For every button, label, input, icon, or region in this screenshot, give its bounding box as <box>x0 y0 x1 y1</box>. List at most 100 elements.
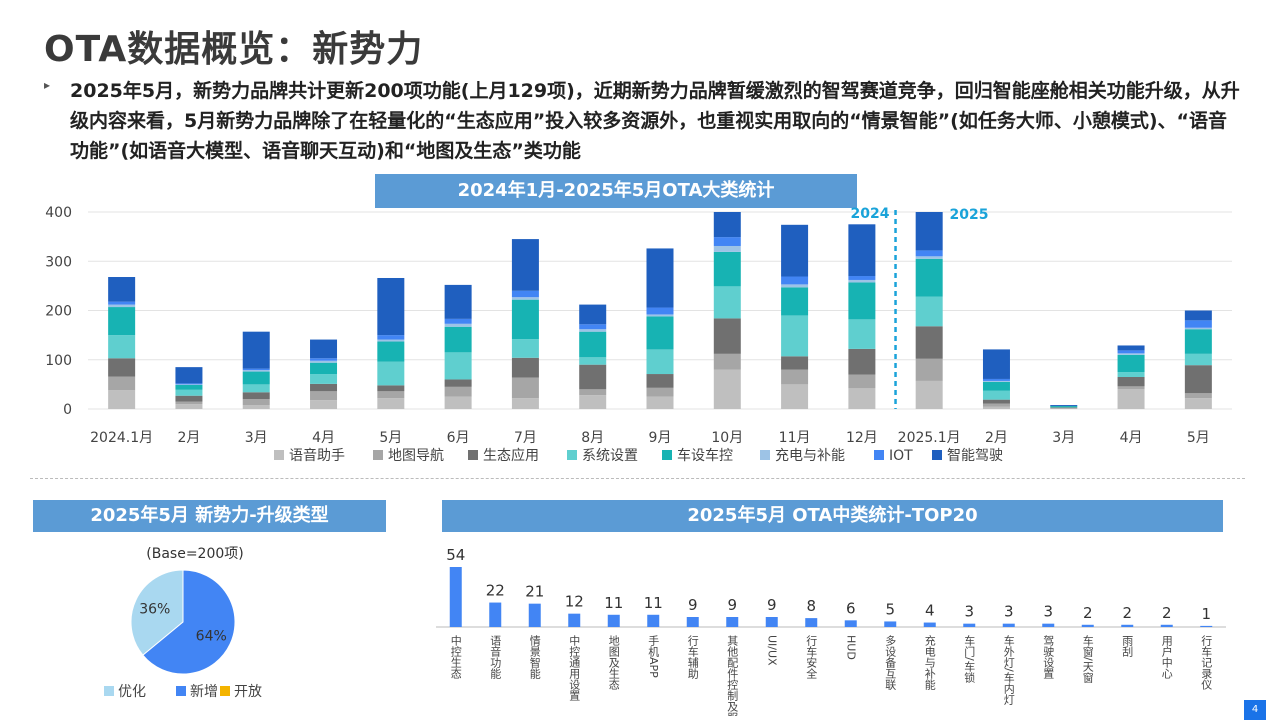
bar-segment <box>579 331 607 358</box>
pie-subtitle: (Base=200项) <box>146 546 243 562</box>
bar-segment <box>511 339 539 358</box>
x-tick-label: 5月 <box>1187 430 1210 446</box>
bar-segment <box>242 384 270 393</box>
bar-segment <box>175 384 203 390</box>
bar-segment <box>310 391 338 401</box>
main-chart-title: 2024年1月-2025年5月OTA大类统计 <box>375 174 857 208</box>
bar-segment <box>511 299 539 340</box>
bar-segment <box>781 284 809 288</box>
bar-segment <box>377 277 405 336</box>
bar-segment <box>848 282 876 320</box>
bar-segment <box>579 304 607 325</box>
legend-label: 生态应用 <box>483 447 539 464</box>
bar-segment <box>781 287 809 316</box>
bar <box>805 618 818 627</box>
bar-segment <box>1184 353 1212 366</box>
legend-label: 语音助手 <box>289 447 345 464</box>
bar <box>844 620 857 627</box>
x-tick-label: 2025.1月 <box>898 430 961 446</box>
bar-segment <box>646 374 674 388</box>
y-tick-label: 400 <box>45 205 72 221</box>
x-tick-label: 9月 <box>649 430 672 446</box>
bar-segment <box>444 323 472 327</box>
x-tick-label: 行车辅助 <box>686 635 699 680</box>
bar-value-label: 2 <box>1083 604 1093 622</box>
x-tick-label: 3月 <box>245 430 268 446</box>
x-tick-label: 行车安全 <box>805 635 818 679</box>
x-tick-label: 12月 <box>846 430 878 446</box>
bar-segment <box>108 335 136 359</box>
bar-segment <box>1117 353 1145 355</box>
x-tick-label: 车门/车锁 <box>963 634 976 684</box>
bar-segment <box>511 290 539 298</box>
legend-swatch <box>760 450 770 460</box>
bar-value-label: 9 <box>688 596 698 614</box>
legend-swatch <box>932 450 942 460</box>
bar-value-label: 5 <box>885 600 895 618</box>
bar <box>568 613 581 627</box>
bar-segment <box>1117 376 1145 387</box>
bar-segment <box>175 389 203 396</box>
y-tick-label: 0 <box>63 402 72 418</box>
bar <box>1081 624 1094 627</box>
bar-segment <box>646 314 674 317</box>
bar-segment <box>781 315 809 357</box>
x-tick-label: 11月 <box>779 430 811 446</box>
bar-segment <box>310 362 338 375</box>
bar-segment <box>579 364 607 390</box>
bar-segment <box>646 387 674 397</box>
bar-segment <box>1117 389 1145 409</box>
pie-chart-title: 2025年5月 新势力-升级类型 <box>33 500 386 532</box>
top20-chart-title: 2025年5月 OTA中类统计-TOP20 <box>442 500 1223 532</box>
year-label: 2025 <box>950 207 989 223</box>
x-tick-label: 4月 <box>312 430 335 446</box>
bar-segment <box>1117 386 1145 390</box>
bar-segment <box>915 250 943 257</box>
legend-label: 充电与补能 <box>775 448 845 464</box>
bar-segment <box>713 212 741 238</box>
bar <box>884 621 897 627</box>
main-stacked-bar-chart: 0 100 200 300 400 2024.1月 2月 3月 4月 5月 6月 7月 8月 9月 10月 1… <box>45 205 1232 464</box>
bar-value-label: 3 <box>964 603 974 621</box>
x-tick-label: 手机APP <box>647 634 660 678</box>
bar-segment <box>1184 320 1212 328</box>
section-divider <box>30 478 1245 479</box>
pie-slice <box>130 569 184 656</box>
bar-segment <box>511 297 539 300</box>
bar-segment <box>915 326 943 359</box>
bar-segment <box>1184 393 1212 399</box>
bar <box>726 617 739 627</box>
bar-segment <box>781 384 809 409</box>
bar-segment <box>982 399 1010 404</box>
bar-segment <box>848 348 876 375</box>
bar-segment <box>646 248 674 308</box>
x-tick-label: 行车记录仪 <box>1200 635 1213 690</box>
bar-segment <box>848 224 876 277</box>
bar <box>1002 623 1015 627</box>
bar <box>1160 624 1173 627</box>
bar-segment <box>377 341 405 362</box>
x-tick-label: 语音功能 <box>489 635 502 680</box>
legend-swatch <box>104 686 114 696</box>
bar-segment <box>646 316 674 350</box>
bar-value-label: 8 <box>806 597 816 615</box>
x-tick-label: 4月 <box>1120 430 1143 446</box>
bar-segment <box>579 357 607 365</box>
bar-segment <box>310 374 338 384</box>
bar-value-label: 12 <box>565 593 584 611</box>
bar-segment <box>1050 405 1078 407</box>
bar-segment <box>848 374 876 389</box>
x-tick-label: 情景智能 <box>528 635 541 680</box>
bar-segment <box>579 389 607 396</box>
bar-value-label: 2 <box>1162 604 1172 622</box>
bar-value-label: 11 <box>604 594 623 612</box>
bar-segment <box>848 279 876 283</box>
bar-segment <box>579 324 607 330</box>
bar-segment <box>108 304 136 308</box>
x-tick-label: 充电与补能 <box>923 634 936 691</box>
x-tick-label: 中控通用设置 <box>568 635 581 701</box>
x-tick-label: 6月 <box>447 430 470 446</box>
pie-slice <box>142 569 236 675</box>
bar-segment <box>915 358 943 381</box>
bar-value-label: 3 <box>1004 603 1014 621</box>
